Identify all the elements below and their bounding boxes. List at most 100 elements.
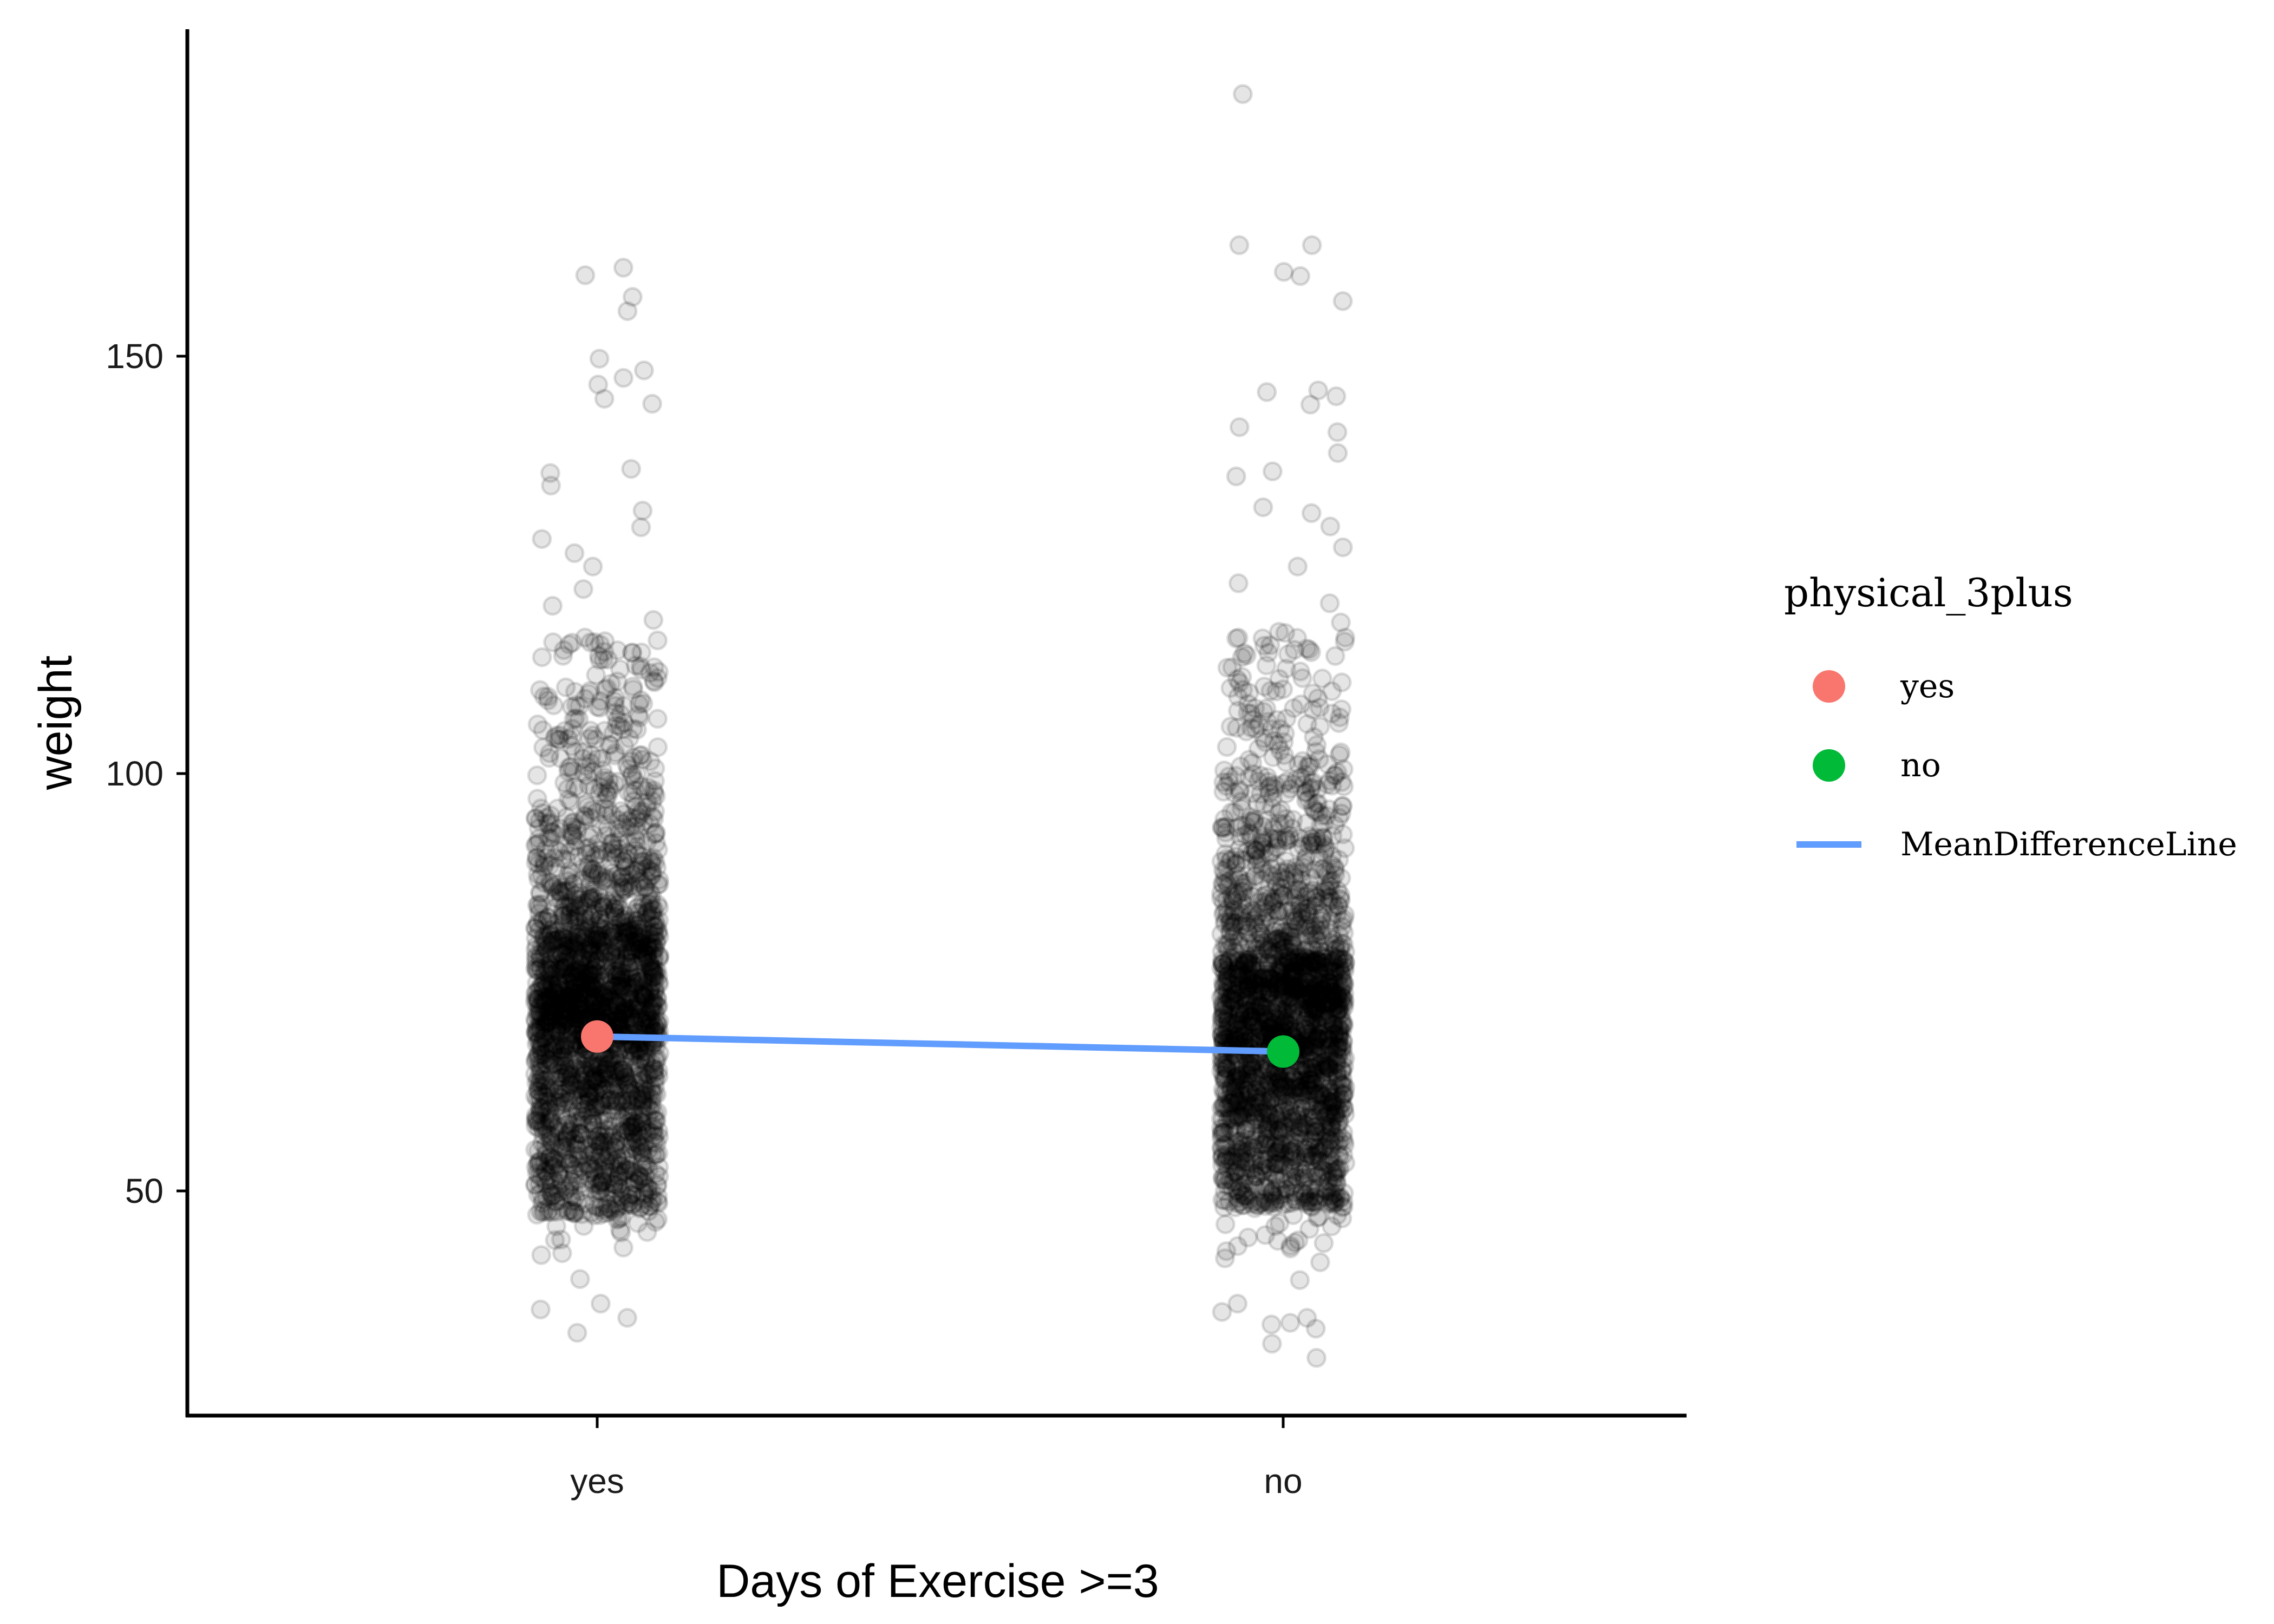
data-point (1216, 776, 1237, 796)
data-point (618, 1074, 638, 1095)
data-point (560, 931, 581, 952)
data-point (629, 1171, 649, 1191)
data-point (527, 1155, 548, 1176)
data-point (532, 1119, 553, 1140)
data-point (597, 1065, 618, 1085)
data-point (623, 718, 643, 739)
data-point (561, 1012, 581, 1032)
data-point (545, 1091, 566, 1112)
data-point (635, 1184, 655, 1204)
data-point (624, 973, 645, 993)
data-point (549, 1080, 569, 1101)
data-point (568, 936, 589, 957)
outlier-point (1273, 261, 1294, 282)
data-point (1233, 910, 1254, 931)
data-point (633, 937, 654, 958)
data-point (534, 935, 555, 955)
data-point (532, 992, 553, 1012)
data-point (544, 1157, 565, 1177)
data-point (583, 977, 603, 997)
data-point (649, 1157, 669, 1177)
data-point (602, 1127, 622, 1147)
data-point (1287, 627, 1308, 648)
data-point (1306, 735, 1327, 755)
data-point (626, 1162, 646, 1183)
data-point (559, 1177, 580, 1197)
data-point (607, 1149, 628, 1169)
data-point (569, 974, 590, 994)
data-point (592, 1171, 613, 1191)
outlier-point (532, 529, 552, 549)
outlier-point (564, 543, 585, 564)
data-point (525, 1064, 545, 1084)
data-point (618, 921, 638, 941)
outlier-point (632, 500, 653, 521)
data-point (596, 1150, 616, 1171)
data-point (618, 998, 638, 1019)
data-point (590, 1197, 610, 1218)
data-point (586, 957, 607, 978)
data-point (566, 1134, 586, 1155)
data-point (572, 926, 592, 946)
data-point (611, 979, 632, 1000)
data-point (532, 1076, 552, 1096)
data-point (629, 1136, 649, 1156)
data-point (624, 791, 644, 811)
data-point (630, 1057, 650, 1078)
data-point (626, 1186, 646, 1206)
data-point (553, 982, 573, 1003)
data-point (622, 968, 642, 989)
data-point (538, 1091, 559, 1111)
data-point (636, 1052, 656, 1072)
data-point (552, 930, 572, 951)
data-point (578, 1083, 599, 1104)
data-point (577, 988, 598, 1009)
data-point (532, 1133, 552, 1154)
data-point (630, 656, 651, 677)
data-point (1321, 854, 1342, 875)
data-point (637, 964, 658, 985)
data-point (579, 1085, 600, 1106)
data-point (1280, 1135, 1301, 1156)
data-point (543, 1186, 563, 1207)
data-point (574, 927, 594, 948)
data-point (590, 942, 610, 962)
data-point (627, 1088, 648, 1108)
data-point (562, 979, 583, 999)
data-point (604, 1179, 624, 1200)
data-point (556, 1068, 576, 1089)
data-point (541, 1177, 561, 1198)
y-axis-title: weight (30, 656, 82, 791)
data-point (540, 1130, 560, 1150)
data-point (569, 1000, 589, 1021)
data-point (579, 965, 599, 985)
data-point (531, 1245, 552, 1265)
data-point (613, 981, 633, 1001)
data-point (534, 1015, 555, 1035)
data-point (539, 815, 559, 835)
data-point (570, 977, 591, 998)
data-point (585, 971, 605, 991)
data-point (632, 1142, 652, 1162)
data-point (635, 963, 656, 984)
data-point (589, 1075, 609, 1095)
data-point (557, 1031, 578, 1051)
data-point (533, 1028, 553, 1049)
data-point (1291, 694, 1311, 715)
data-point (623, 925, 644, 946)
data-point (564, 935, 584, 956)
data-point (1212, 1026, 1232, 1046)
data-point (627, 1038, 648, 1059)
data-point (560, 1121, 581, 1141)
data-point (564, 940, 584, 960)
data-point (586, 1168, 607, 1188)
data-point (1335, 1083, 1355, 1103)
data-point (544, 1150, 565, 1170)
data-point (529, 1072, 550, 1093)
data-point (594, 1203, 615, 1224)
data-point (550, 955, 571, 976)
data-point (637, 1010, 657, 1031)
data-point (559, 939, 579, 959)
data-point (613, 1060, 634, 1081)
data-point (630, 1049, 651, 1069)
